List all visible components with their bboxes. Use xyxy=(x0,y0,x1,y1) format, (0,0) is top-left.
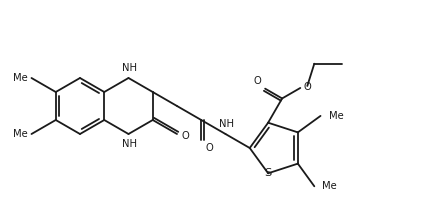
Text: O: O xyxy=(182,131,190,141)
Text: O: O xyxy=(253,76,261,86)
Text: NH: NH xyxy=(122,63,137,73)
Text: O: O xyxy=(205,143,213,153)
Text: O: O xyxy=(303,82,311,92)
Text: S: S xyxy=(264,168,272,178)
Text: NH: NH xyxy=(219,119,234,129)
Text: Me: Me xyxy=(328,111,343,121)
Text: Me: Me xyxy=(322,181,337,191)
Text: Me: Me xyxy=(13,73,28,83)
Text: NH: NH xyxy=(122,139,137,149)
Text: Me: Me xyxy=(13,129,28,139)
